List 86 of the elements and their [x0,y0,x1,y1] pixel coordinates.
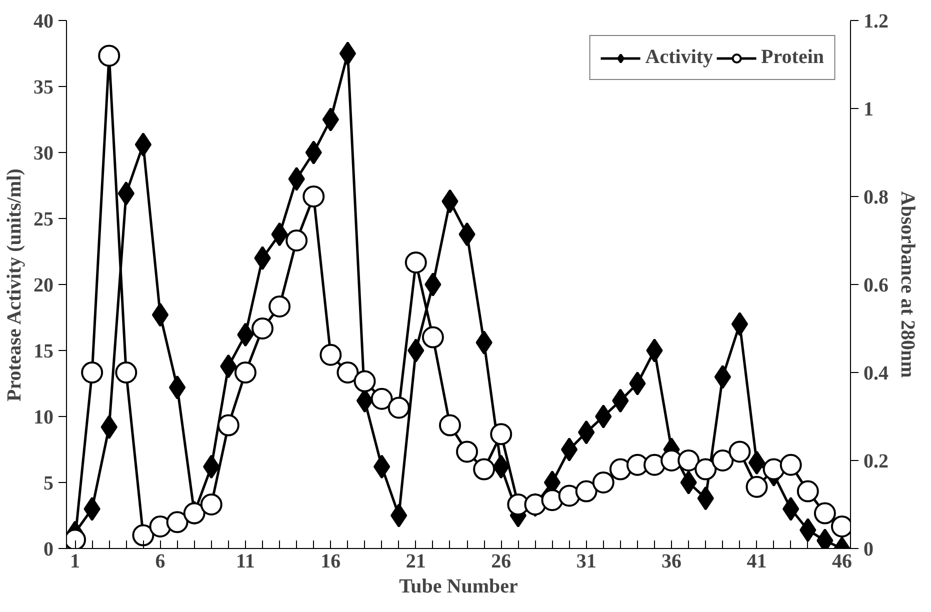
point [152,302,169,327]
point [183,502,206,524]
point [678,450,700,472]
point [252,318,274,340]
point [217,414,240,436]
point [168,375,186,400]
point [408,338,424,362]
point [595,404,612,428]
y-axis-title: Protease Activity (units/ml) [4,168,26,402]
y-tick-label: 25 [34,208,54,230]
point [796,480,819,502]
point [336,362,359,384]
point [305,140,322,164]
point [166,511,188,534]
y-tick-label: 5 [44,472,54,494]
point [115,362,138,384]
point [714,364,732,389]
x-tick-label: 36 [662,550,682,572]
y2-tick-label: 1 [864,98,874,120]
x-tick-label: 41 [746,550,767,572]
point [592,472,614,494]
point [286,230,308,252]
y2-tick-label: 0.4 [864,362,888,384]
legend-label: Activity [645,46,714,69]
point [132,524,154,546]
point [373,454,390,479]
y2-axis-title: Absorbance at 280nm [896,191,918,378]
point [438,414,461,436]
point [473,458,496,480]
point [746,476,768,498]
point [680,470,697,494]
point [98,44,120,67]
point [575,480,598,502]
point [644,454,666,476]
point [388,396,410,419]
point [268,296,291,318]
x-tick-label: 31 [576,550,596,572]
y2-tick-label: 1.2 [864,10,888,32]
point [762,458,785,480]
y2-tick-label: 0.8 [864,186,888,208]
point [370,388,393,410]
point [302,186,325,208]
y-tick-label: 30 [34,142,54,164]
point [422,326,444,348]
x-axis-title: Tube Number [399,576,518,598]
point [490,423,512,446]
y-tick-label: 40 [34,10,54,32]
point [748,450,766,475]
y2-tick-label: 0.2 [864,450,888,472]
point [646,338,663,362]
point [134,132,152,157]
point [814,502,836,524]
y2-tick-label: 0.6 [864,274,888,296]
x-tick-label: 11 [236,550,255,572]
x-tick-label: 6 [155,550,166,572]
point [694,458,717,480]
x-tick-label: 1 [70,550,80,572]
point [780,454,802,476]
point [404,252,427,274]
point [578,420,595,444]
x-tick-label: 21 [406,550,426,572]
point [524,494,546,516]
y-tick-label: 20 [34,274,54,296]
point [320,344,342,366]
y-tick-label: 35 [34,76,54,98]
y2-tick-label: 0 [864,538,874,560]
x-tick-label: 46 [832,550,852,572]
point [322,108,340,132]
point [629,372,646,396]
point [390,504,408,528]
point [200,494,222,516]
x-tick-label: 26 [491,550,512,572]
point [560,438,578,462]
point [456,440,478,463]
point [354,370,376,392]
y-tick-label: 15 [34,340,54,362]
point [339,42,356,66]
point [234,362,256,384]
legend-label: Protein [761,46,824,69]
point [424,272,442,296]
point [81,362,104,384]
point [728,440,751,463]
point [731,312,748,336]
y-tick-label: 0 [44,538,54,560]
x-tick-label: 16 [320,550,341,572]
y-tick-label: 10 [34,406,54,428]
